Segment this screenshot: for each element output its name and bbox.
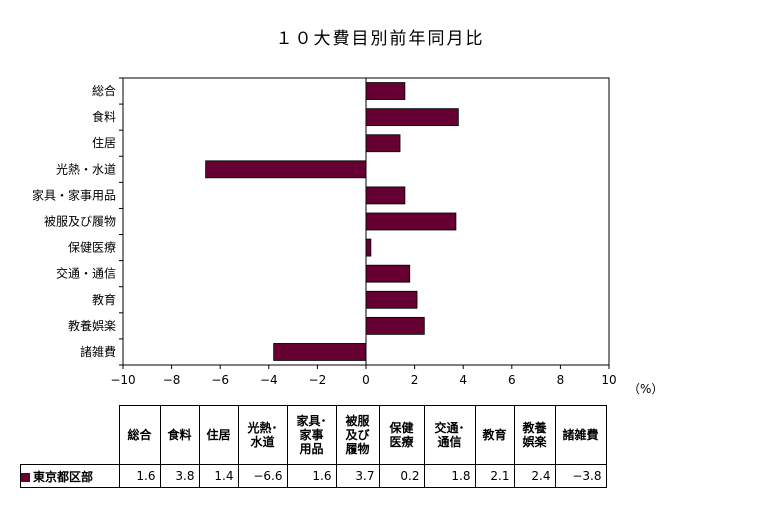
category-label: 交通・通信 [56, 266, 116, 281]
table-cell: 0.2 [378, 464, 425, 488]
bar [365, 316, 425, 335]
header-text: 光熱･ [247, 421, 278, 435]
table-header-cell: 交通･ 通信 [423, 405, 476, 465]
header-text: 履物 [345, 442, 370, 456]
bar [365, 290, 418, 309]
x-tick-label: 4 [459, 373, 467, 387]
table-header-cell: 諸雑費 [554, 405, 607, 465]
table-corner [20, 405, 120, 465]
category-label: 保健医療 [68, 241, 116, 255]
bar [273, 343, 367, 361]
table-cell: 1.8 [423, 464, 476, 488]
header-text: 教養 [522, 421, 547, 435]
bar [365, 238, 372, 257]
header-text: 及び [345, 428, 370, 442]
header-text: 家具･ [296, 414, 327, 428]
category-label: 家具・家事用品 [32, 187, 116, 202]
header-text: 家事 [299, 428, 324, 442]
x-tick-label: 10 [601, 373, 616, 387]
category-label: 被服及び履物 [44, 215, 116, 229]
table-header-cell: 総合 [118, 405, 161, 465]
header-text: 住居 [206, 428, 231, 442]
region-cell: 東京都区部 [20, 464, 120, 488]
category-label: 食料 [92, 109, 116, 124]
table-cell: 1.4 [198, 464, 239, 488]
table-header-cell: 教養 娯楽 [513, 405, 556, 465]
header-text: 医療 [389, 435, 414, 449]
category-label: 教養娯楽 [68, 318, 116, 333]
table-header-cell: 食料 [159, 405, 200, 465]
category-label: 教育 [92, 292, 116, 307]
table-cell: 2.4 [513, 464, 556, 488]
category-label: 光熱・水道 [56, 162, 116, 176]
header-text: 娯楽 [522, 435, 547, 449]
table-row: 東京都区部 1.6 3.8 1.4 −6.6 1.6 3.7 0.2 1.8 2.1 2.4 −3.… [20, 464, 607, 488]
bar [365, 212, 457, 231]
header-text: 通信 [437, 435, 462, 449]
table-header-cell: 家具･ 家事 用品 [286, 405, 337, 465]
header-text: 被服 [345, 414, 370, 428]
x-tick-label: 6 [508, 373, 516, 387]
bar [365, 82, 406, 100]
bar-chart: −10 −8 −6 −4 −2 0 2 4 6 8 10 総合食料住居光熱・水道家具・家事用品被服及び… [32, 77, 617, 387]
table-header-cell: 保健 医療 [378, 405, 425, 465]
bar [365, 108, 459, 127]
x-tick-label: −8 [163, 373, 181, 387]
bar [365, 264, 411, 283]
bar [205, 160, 367, 179]
table-header-cell: 光熱･ 水道 [237, 405, 288, 465]
table-cell: 1.6 [286, 464, 337, 488]
header-text: 交通･ [434, 421, 465, 435]
category-label: 住居 [92, 136, 116, 150]
x-tick-label: −6 [211, 373, 229, 387]
table-cell: 2.1 [474, 464, 515, 488]
region-label: 東京都区部 [33, 469, 94, 484]
header-text: 教育 [482, 428, 507, 442]
header-text: 食料 [167, 428, 192, 442]
x-tick-label: −2 [309, 373, 327, 387]
table-cell: −3.8 [554, 464, 607, 488]
table-cell: −6.6 [237, 464, 288, 488]
header-text: 諸雑費 [562, 428, 599, 442]
table-header-cell: 住居 [198, 405, 239, 465]
table-cell: 3.7 [335, 464, 380, 488]
chart-title: １０大費目別前年同月比 [275, 29, 485, 49]
category-label: 諸雑費 [80, 344, 116, 359]
header-text: 保健 [389, 421, 414, 435]
table-header-cell: 被服 及び 履物 [335, 405, 380, 465]
bar [365, 134, 401, 153]
header-text: 水道 [250, 435, 275, 449]
header-text: 用品 [299, 442, 324, 456]
x-tick-label: −10 [110, 373, 135, 387]
legend-swatch [21, 472, 30, 482]
table-cell: 3.8 [159, 464, 200, 488]
data-table: 総合 食料 住居 光熱･ 水道 家具･ 家事 用品 被服 及び 履物 保健 医療 交通･ 通信 教育 教養 娯楽諸… [20, 405, 607, 488]
x-tick-label: 0 [362, 373, 370, 387]
bar [365, 186, 406, 205]
table-header-row: 総合 食料 住居 光熱･ 水道 家具･ 家事 用品 被服 及び 履物 保健 医療 交通･ 通信 教育 教養 娯楽諸… [20, 405, 607, 465]
header-text: 総合 [127, 428, 152, 442]
unit-label: （%） [628, 382, 664, 396]
category-label: 総合 [92, 83, 116, 98]
table-header-cell: 教育 [474, 405, 515, 465]
x-tick-label: −4 [260, 373, 278, 387]
x-tick-label: 8 [557, 373, 565, 387]
x-tick-label: 2 [411, 373, 419, 387]
table-cell: 1.6 [118, 464, 161, 488]
